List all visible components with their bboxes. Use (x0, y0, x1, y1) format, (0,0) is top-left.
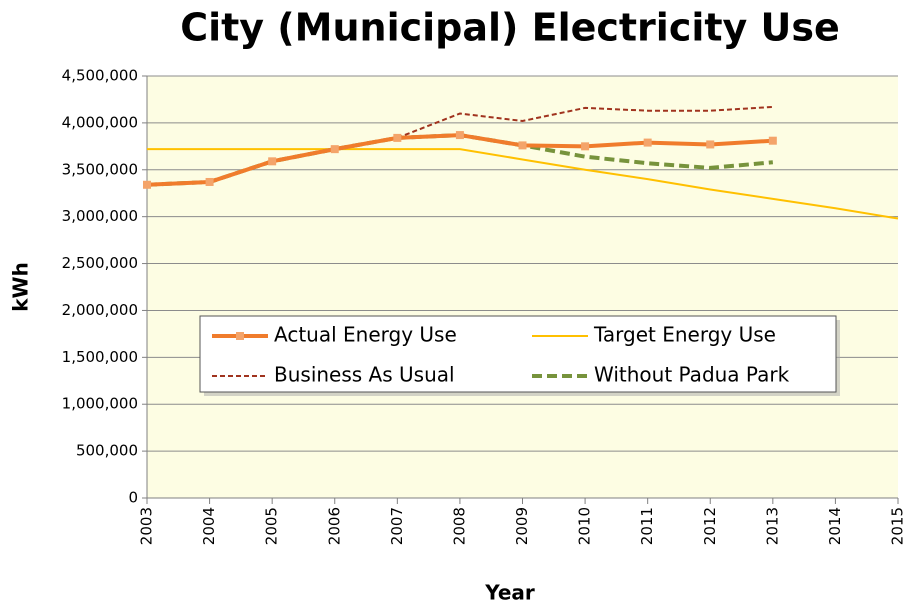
x-tick-label: 2013 (763, 507, 781, 545)
y-tick-label: 1,000,000 (62, 395, 138, 413)
point-marker (581, 142, 589, 150)
x-tick-label: 2005 (263, 507, 281, 545)
legend-label: Business As Usual (274, 363, 455, 387)
point-marker (268, 157, 276, 165)
x-tick-label: 2010 (576, 507, 594, 545)
x-tick-label: 2006 (325, 507, 343, 545)
point-marker (206, 178, 214, 186)
x-tick-label: 2008 (450, 507, 468, 545)
x-tick-label: 2015 (889, 507, 906, 545)
x-tick-label: 2004 (200, 507, 218, 545)
y-tick-label: 1,500,000 (62, 348, 138, 366)
legend-label: Target Energy Use (593, 323, 776, 347)
x-tick-label: 2003 (138, 507, 156, 545)
y-tick-label: 0 (128, 489, 138, 507)
point-marker (644, 139, 652, 147)
legend: Actual Energy Use Target Energy Use Busine… (200, 316, 840, 396)
point-marker (143, 181, 151, 189)
legend-marker (236, 332, 244, 340)
y-tick-label: 4,000,000 (62, 113, 138, 131)
x-tick-label: 2011 (638, 507, 656, 545)
point-marker (331, 145, 339, 153)
y-tick-label: 2,000,000 (62, 301, 138, 319)
point-marker (769, 137, 777, 145)
point-marker (456, 131, 464, 139)
x-tick-label: 2007 (388, 507, 406, 545)
plot-area (147, 76, 898, 498)
point-marker (706, 140, 714, 148)
x-tick-label: 2014 (826, 507, 844, 545)
point-marker (393, 134, 401, 142)
x-tick-label: 2009 (513, 507, 531, 545)
chart-title: City (Municipal) Electricity Use (180, 6, 840, 50)
y-tick-label: 3,000,000 (62, 207, 138, 225)
x-axis-label: Year (484, 581, 535, 605)
y-tick-label: 4,500,000 (62, 67, 138, 85)
x-tick-label: 2012 (701, 507, 719, 545)
y-tick-label: 3,500,000 (62, 160, 138, 178)
point-marker (519, 141, 527, 149)
legend-label: Without Padua Park (594, 363, 790, 387)
y-axis-label: kWh (9, 262, 33, 312)
legend-label: Actual Energy Use (274, 323, 457, 347)
y-tick-label: 500,000 (76, 442, 138, 460)
y-tick-label: 2,500,000 (62, 254, 138, 272)
